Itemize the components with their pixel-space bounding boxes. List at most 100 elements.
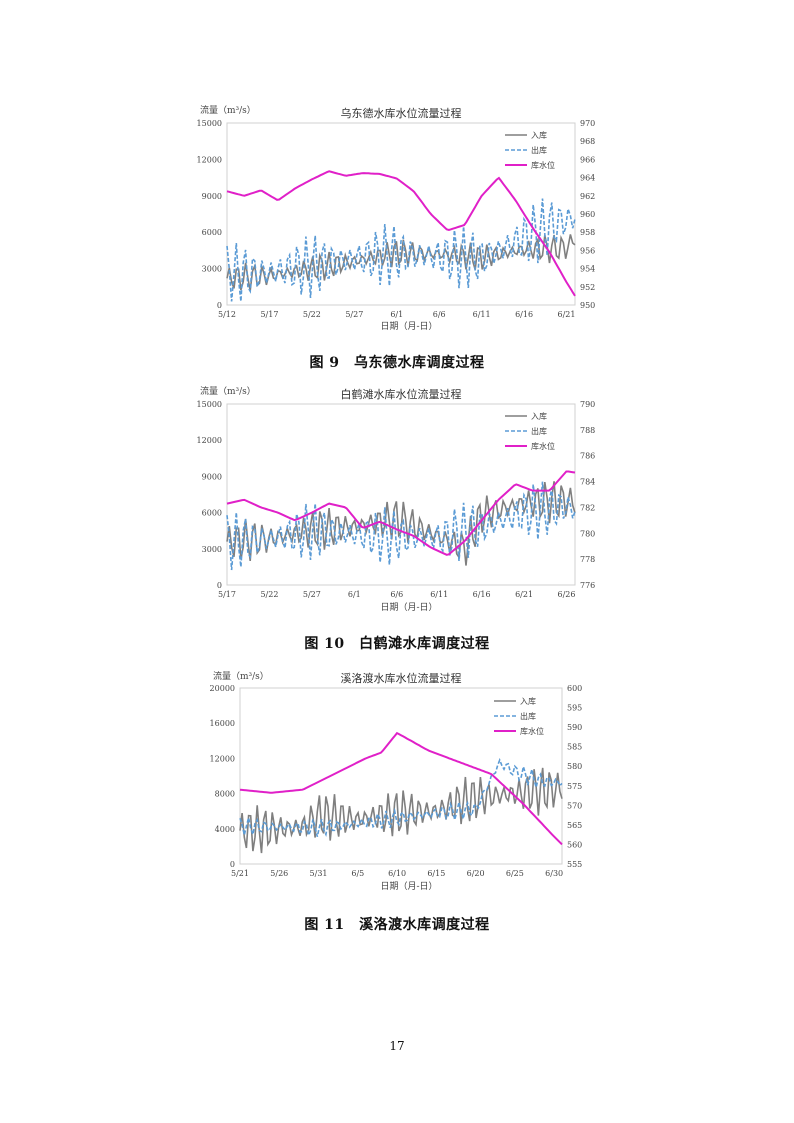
y-right-tick-label: 960 (580, 210, 595, 219)
caption-figure-11: 图 11 溪洛渡水库调度过程 (304, 917, 490, 933)
chart-title: 乌东德水库水位流量过程 (341, 106, 462, 120)
y-right-tick-label: 590 (567, 723, 582, 732)
x-tick-label: 6/16 (515, 310, 533, 319)
chart-title: 溪洛渡水库水位流量过程 (341, 671, 462, 685)
legend-label: 库水位 (520, 726, 544, 736)
y-right-tick-label: 570 (567, 801, 582, 810)
y-left-tick-label: 15000 (197, 119, 222, 128)
caption-figure-9: 图 9 乌东德水库调度过程 (309, 355, 485, 371)
series-line-outflow (239, 757, 563, 838)
plot-area (226, 403, 576, 586)
x-tick-label: 5/31 (310, 869, 328, 878)
y-right-tick-label: 956 (580, 246, 595, 255)
x-tick-label: 6/25 (506, 869, 524, 878)
y-left-tick-label: 0 (230, 860, 235, 869)
page-number: 17 (389, 1039, 405, 1053)
y-right-tick-label: 600 (567, 684, 582, 693)
legend-label: 库水位 (531, 441, 555, 451)
x-tick-label: 6/16 (473, 590, 491, 599)
y-right-tick-label: 560 (567, 840, 582, 849)
x-tick-label: 6/21 (558, 310, 576, 319)
y-right-tick-label: 952 (580, 283, 595, 292)
x-tick-label: 6/6 (390, 590, 403, 599)
y-left-tick-label: 8000 (215, 790, 235, 799)
y-left-tick-label: 0 (217, 301, 222, 310)
x-tick-label: 6/20 (467, 869, 485, 878)
x-tick-label: 6/26 (558, 590, 576, 599)
y-left-tick-label: 16000 (210, 719, 235, 728)
y-left-tick-label: 9000 (202, 472, 222, 481)
y-right-tick-label: 595 (567, 704, 582, 713)
y-right-tick-label: 788 (580, 426, 595, 435)
legend-label: 出库 (531, 426, 547, 436)
y-right-tick-label: 784 (580, 478, 595, 487)
series-line-water-level (226, 470, 576, 556)
y-right-tick-label: 776 (580, 581, 595, 590)
y-right-tick-label: 962 (580, 192, 595, 201)
y-right-tick-label: 954 (580, 265, 595, 274)
series-line-water-level (226, 170, 576, 297)
chart-title: 白鹤滩水库水位流量过程 (341, 387, 462, 401)
y-left-tick-label: 20000 (210, 684, 235, 693)
y-left-tick-label: 12000 (210, 754, 235, 763)
y-left-tick-label: 4000 (215, 825, 235, 834)
x-tick-label: 5/22 (303, 310, 321, 319)
y-right-tick-label: 780 (580, 529, 595, 538)
plot-area (239, 687, 563, 865)
x-tick-label: 6/1 (390, 310, 403, 319)
x-tick-label: 5/17 (218, 590, 236, 599)
y-right-tick-label: 555 (567, 860, 582, 869)
y-left-label: 流量（m³/s） (200, 104, 256, 116)
legend-label: 入库 (531, 411, 547, 421)
x-tick-label: 5/22 (260, 590, 278, 599)
x-tick-label: 6/15 (427, 869, 445, 878)
legend-label: 出库 (531, 145, 547, 155)
x-tick-label: 6/5 (351, 869, 364, 878)
chart-wudongde: 乌东德水库水位流量过程 流量（m³/s） 0 3000 6000 9000 12000 150… (197, 104, 596, 332)
y-right-tick-label: 950 (580, 301, 595, 310)
x-tick-label: 5/27 (345, 310, 363, 319)
y-right-tick-label: 565 (567, 821, 582, 830)
y-right-tick-label: 786 (580, 452, 595, 461)
series-line-outflow (226, 198, 576, 302)
x-tick-label: 6/6 (433, 310, 446, 319)
x-tick-label: 5/12 (218, 310, 236, 319)
y-left-label: 流量（m³/s） (200, 385, 256, 397)
legend-label: 入库 (531, 130, 547, 140)
x-tick-label: 5/21 (231, 869, 249, 878)
y-right-tick-label: 580 (567, 762, 582, 771)
caption-figure-10: 图 10 白鹤滩水库调度过程 (304, 636, 490, 652)
x-tick-label: 5/17 (260, 310, 278, 319)
y-left-tick-label: 15000 (197, 400, 222, 409)
y-right-tick-label: 575 (567, 782, 582, 791)
y-right-tick-label: 790 (580, 400, 595, 409)
y-right-tick-label: 970 (580, 119, 595, 128)
series-line-inflow (226, 234, 576, 291)
x-axis-label: 日期（月-日） (380, 881, 437, 892)
legend-label: 入库 (520, 696, 536, 706)
y-left-tick-label: 3000 (202, 265, 222, 274)
series-line-water-level (239, 731, 563, 846)
y-right-tick-label: 964 (580, 174, 595, 183)
x-tick-label: 6/30 (545, 869, 563, 878)
y-left-tick-label: 12000 (197, 155, 222, 164)
y-left-tick-label: 9000 (202, 192, 222, 201)
series-line-inflow (239, 767, 563, 854)
y-left-tick-label: 12000 (197, 436, 222, 445)
y-right-tick-label: 968 (580, 137, 595, 146)
y-right-tick-label: 782 (580, 503, 595, 512)
x-tick-label: 6/10 (388, 869, 406, 878)
x-tick-label: 6/21 (515, 590, 533, 599)
y-left-tick-label: 3000 (202, 545, 222, 554)
x-tick-label: 6/11 (430, 590, 448, 599)
x-axis-label: 日期（月-日） (380, 602, 437, 613)
x-tick-label: 6/1 (348, 590, 361, 599)
x-axis-label: 日期（月-日） (380, 321, 437, 332)
y-right-tick-label: 958 (580, 228, 595, 237)
x-tick-label: 6/11 (473, 310, 491, 319)
y-left-label: 流量（m³/s） (213, 670, 269, 682)
chart-xiluodu: 溪洛渡水库水位流量过程 流量（m³/s） 0 4000 8000 12000 16000 20… (210, 670, 583, 892)
x-tick-label: 5/27 (303, 590, 321, 599)
y-left-tick-label: 0 (217, 581, 222, 590)
chart-baihetan: 白鹤滩水库水位流量过程 流量（m³/s） 0 3000 6000 9000 12000 150… (197, 385, 596, 613)
